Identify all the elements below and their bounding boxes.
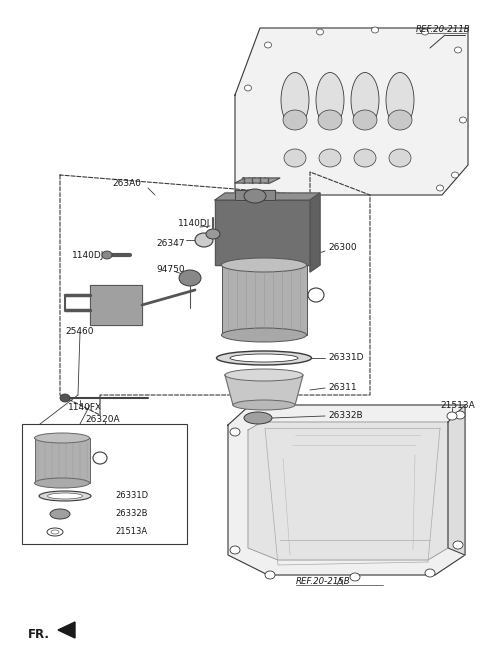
Ellipse shape <box>452 172 458 178</box>
Polygon shape <box>448 405 465 555</box>
Ellipse shape <box>284 149 306 167</box>
Text: 26320A: 26320A <box>85 415 120 424</box>
Text: FR.: FR. <box>28 629 50 641</box>
Ellipse shape <box>388 110 412 130</box>
Ellipse shape <box>35 433 89 443</box>
Ellipse shape <box>453 541 463 549</box>
Text: 26332B: 26332B <box>115 509 147 518</box>
Text: 21513A: 21513A <box>115 528 147 537</box>
Text: 1: 1 <box>313 290 318 300</box>
Ellipse shape <box>354 149 376 167</box>
Ellipse shape <box>48 493 83 499</box>
Ellipse shape <box>47 528 63 536</box>
Ellipse shape <box>318 110 342 130</box>
Ellipse shape <box>50 509 70 519</box>
Ellipse shape <box>102 251 112 259</box>
Polygon shape <box>90 285 142 325</box>
Text: 94751: 94751 <box>240 177 269 187</box>
Polygon shape <box>215 200 310 265</box>
Ellipse shape <box>93 452 107 464</box>
Polygon shape <box>58 622 75 638</box>
Ellipse shape <box>436 185 444 191</box>
Polygon shape <box>310 193 320 272</box>
Text: 1: 1 <box>98 455 102 461</box>
Ellipse shape <box>455 47 461 53</box>
Bar <box>22 424 187 544</box>
Text: 26331D: 26331D <box>328 353 363 363</box>
Ellipse shape <box>421 29 429 35</box>
Ellipse shape <box>372 27 379 33</box>
Text: REF.20-215B: REF.20-215B <box>296 578 350 587</box>
Ellipse shape <box>179 270 201 286</box>
Ellipse shape <box>350 573 360 581</box>
Ellipse shape <box>233 400 295 410</box>
Text: REF.20-211B: REF.20-211B <box>416 26 470 35</box>
Ellipse shape <box>225 369 303 381</box>
Bar <box>222 265 307 335</box>
Bar <box>35 438 90 483</box>
Ellipse shape <box>264 42 272 48</box>
Ellipse shape <box>230 546 240 554</box>
Ellipse shape <box>316 29 324 35</box>
Ellipse shape <box>281 72 309 127</box>
Polygon shape <box>235 190 275 200</box>
Ellipse shape <box>206 229 220 239</box>
Ellipse shape <box>195 233 213 247</box>
Ellipse shape <box>51 530 59 534</box>
Text: 26300: 26300 <box>328 244 357 252</box>
Text: 26331D: 26331D <box>115 491 148 501</box>
Text: 263A0: 263A0 <box>112 179 141 187</box>
Ellipse shape <box>425 569 435 577</box>
Ellipse shape <box>455 411 465 419</box>
Ellipse shape <box>230 354 298 362</box>
Ellipse shape <box>39 491 91 501</box>
Polygon shape <box>235 178 280 183</box>
Ellipse shape <box>35 478 89 488</box>
Ellipse shape <box>283 110 307 130</box>
Ellipse shape <box>389 149 411 167</box>
Text: 25460: 25460 <box>65 327 94 336</box>
Ellipse shape <box>60 394 70 402</box>
Text: 1140DJ: 1140DJ <box>178 219 210 229</box>
Ellipse shape <box>221 258 307 272</box>
Ellipse shape <box>351 72 379 127</box>
Text: 26311: 26311 <box>328 384 357 392</box>
Polygon shape <box>248 422 448 560</box>
Ellipse shape <box>230 428 240 436</box>
Ellipse shape <box>244 412 272 424</box>
Ellipse shape <box>459 117 467 123</box>
Polygon shape <box>215 193 320 200</box>
Text: 26347: 26347 <box>156 238 184 248</box>
Ellipse shape <box>386 72 414 127</box>
Ellipse shape <box>353 110 377 130</box>
Ellipse shape <box>265 571 275 579</box>
Ellipse shape <box>244 189 266 203</box>
Text: 21513A: 21513A <box>440 401 475 409</box>
Ellipse shape <box>447 412 457 420</box>
Text: 94750: 94750 <box>156 265 185 275</box>
Ellipse shape <box>308 288 324 302</box>
Polygon shape <box>228 405 465 575</box>
Ellipse shape <box>221 328 307 342</box>
Ellipse shape <box>216 351 312 365</box>
Text: 26332B: 26332B <box>328 411 362 420</box>
Polygon shape <box>225 375 303 405</box>
Text: 1140FX: 1140FX <box>68 403 102 413</box>
Polygon shape <box>235 28 468 195</box>
Ellipse shape <box>244 85 252 91</box>
Text: 1140DJ: 1140DJ <box>72 250 104 260</box>
Ellipse shape <box>319 149 341 167</box>
Ellipse shape <box>316 72 344 127</box>
